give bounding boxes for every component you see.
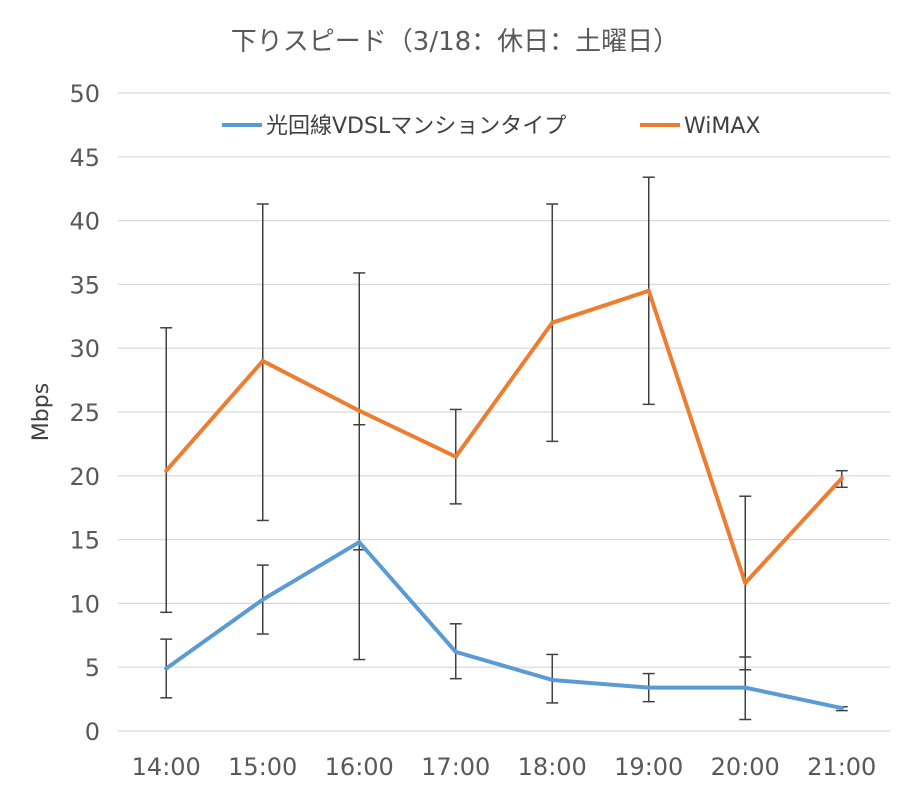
y-tick-label: 45 [69, 144, 100, 172]
legend: 光回線VDSLマンションタイプ WiMAX [222, 114, 760, 139]
data-point [357, 540, 362, 545]
legend-label-wimax: WiMAX [684, 114, 760, 139]
series-line-1 [164, 288, 844, 585]
data-point [550, 677, 555, 682]
x-axis-ticks: 14:00 15:00 16:00 17:00 18:00 19:00 20:00 21:00 [132, 753, 877, 781]
data-point [260, 358, 265, 363]
y-axis-ticks: 0 5 10 15 20 25 30 35 40 45 50 [69, 80, 100, 746]
x-tick-label: 17:00 [421, 753, 490, 781]
x-tick-label: 21:00 [807, 753, 876, 781]
y-tick-label: 15 [69, 527, 100, 555]
x-tick-label: 18:00 [518, 753, 587, 781]
data-point [839, 706, 844, 711]
x-tick-label: 15:00 [228, 753, 297, 781]
x-tick-label: 19:00 [614, 753, 683, 781]
y-tick-label: 35 [69, 271, 100, 299]
data-point [743, 685, 748, 690]
y-axis-label: Mbps [29, 383, 54, 441]
data-point [743, 580, 748, 585]
x-tick-label: 14:00 [132, 753, 201, 781]
data-point [164, 666, 169, 671]
data-point [453, 649, 458, 654]
x-tick-label: 20:00 [711, 753, 780, 781]
data-point [646, 288, 651, 293]
error-bars [160, 176, 848, 721]
data-point [453, 454, 458, 459]
y-tick-label: 30 [69, 335, 100, 363]
y-tick-label: 5 [85, 654, 100, 682]
series-line-0 [164, 540, 844, 711]
data-point [646, 685, 651, 690]
data-point [260, 597, 265, 602]
data-point [550, 320, 555, 325]
y-tick-label: 25 [69, 399, 100, 427]
y-tick-label: 0 [85, 718, 100, 746]
y-tick-label: 40 [69, 208, 100, 236]
y-tick-label: 50 [69, 80, 100, 108]
data-point [164, 468, 169, 473]
y-tick-label: 20 [69, 463, 100, 491]
gridlines [118, 92, 890, 732]
legend-label-vdsl: 光回線VDSLマンションタイプ [266, 114, 566, 139]
series-lines [164, 288, 844, 711]
y-tick-label: 10 [69, 590, 100, 618]
data-point [839, 476, 844, 481]
chart-title: 下りスピード（3/18：休日：土曜日） [231, 27, 679, 57]
x-tick-label: 16:00 [325, 753, 394, 781]
data-point [357, 408, 362, 413]
